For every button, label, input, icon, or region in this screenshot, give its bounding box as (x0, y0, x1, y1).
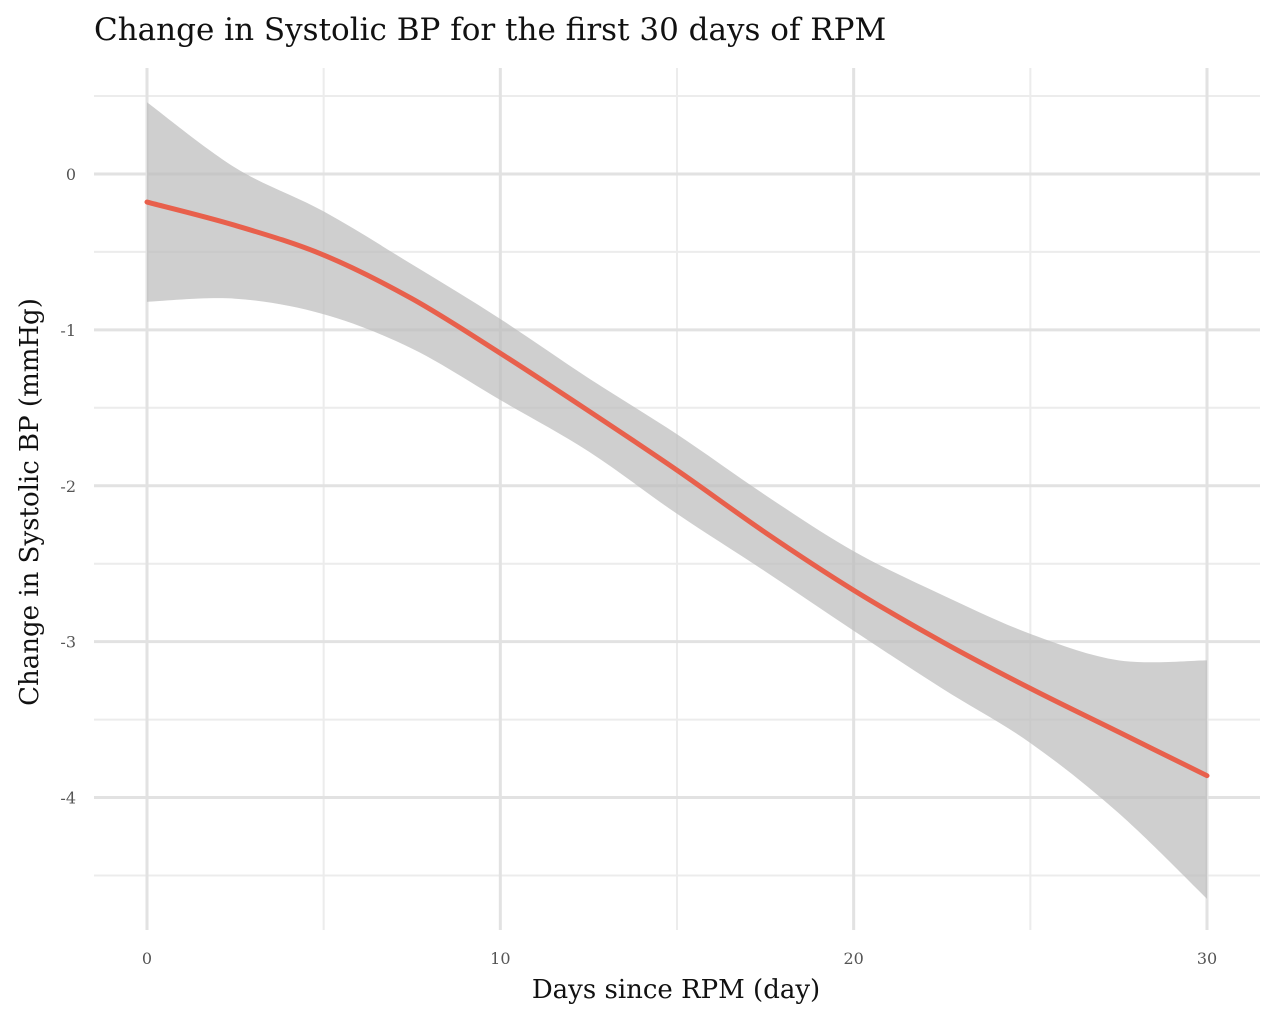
y-tick-label: 0 (66, 165, 76, 184)
major-gridlines (94, 68, 1260, 930)
y-axis-label: Change in Systolic BP (mmHg) (15, 298, 45, 706)
x-tick-label: 0 (142, 949, 152, 968)
x-axis-label: Days since RPM (day) (532, 975, 820, 1005)
y-axis-ticks: 0 -1 -2 -3 -4 (60, 165, 76, 808)
chart-title: Change in Systolic BP for the first 30 d… (94, 12, 887, 48)
x-axis-ticks: 0 10 20 30 (142, 949, 1217, 968)
y-tick-label: -1 (60, 321, 76, 340)
trend-line (144, 199, 1210, 779)
x-tick-label: 20 (843, 949, 863, 968)
y-tick-label: -4 (60, 789, 76, 808)
y-tick-label: -3 (60, 633, 76, 652)
y-tick-label: -2 (60, 477, 76, 496)
x-tick-label: 10 (490, 949, 510, 968)
x-tick-label: 30 (1197, 949, 1217, 968)
